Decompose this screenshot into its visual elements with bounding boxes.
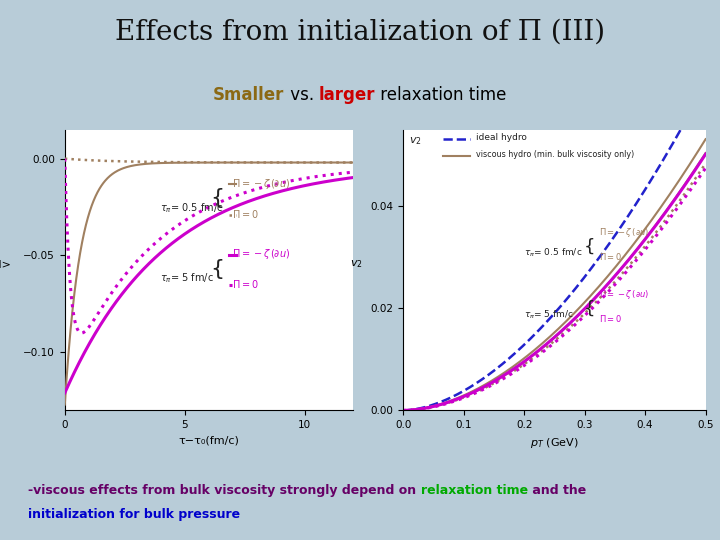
Y-axis label: $v_2$: $v_2$: [350, 258, 363, 270]
Text: $\Pi = -\zeta\,(\partial u)$: $\Pi = -\zeta\,(\partial u)$: [599, 226, 649, 239]
Text: viscous hydro (min. bulk viscosity only): viscous hydro (min. bulk viscosity only): [476, 150, 634, 159]
Text: $v_2$: $v_2$: [409, 135, 422, 147]
Text: larger: larger: [319, 85, 375, 104]
Text: $\tau_\pi$= 5 fm/c: $\tau_\pi$= 5 fm/c: [524, 309, 574, 321]
Text: and the: and the: [528, 484, 586, 497]
Text: $\Pi = 0$: $\Pi = 0$: [232, 208, 258, 220]
Text: relaxation time: relaxation time: [375, 85, 507, 104]
Text: $\Pi = -\zeta\,(\partial u)$: $\Pi = -\zeta\,(\partial u)$: [599, 288, 649, 301]
X-axis label: τ−τ₀(fm/c): τ−τ₀(fm/c): [179, 436, 239, 446]
Text: $\tau_\pi$= 0.5 fm/c: $\tau_\pi$= 0.5 fm/c: [524, 247, 582, 259]
Y-axis label: <Π>: <Π>: [0, 260, 12, 270]
Text: $\{$: $\{$: [583, 298, 595, 318]
Text: Effects from initialization of Π (III): Effects from initialization of Π (III): [115, 19, 605, 46]
Text: vs.: vs.: [284, 85, 319, 104]
Text: $\{$: $\{$: [210, 186, 223, 211]
Text: $\Pi = -\zeta\,(\partial u)$: $\Pi = -\zeta\,(\partial u)$: [232, 177, 290, 191]
Text: $\tau_\pi$= 5 fm/c: $\tau_\pi$= 5 fm/c: [160, 271, 214, 285]
Text: ideal hydro: ideal hydro: [476, 133, 526, 142]
Text: $\Pi = 0$: $\Pi = 0$: [232, 278, 258, 291]
Text: initialization for bulk pressure: initialization for bulk pressure: [28, 508, 240, 521]
Text: Smaller: Smaller: [213, 85, 284, 104]
Text: $\Pi = 0$: $\Pi = 0$: [599, 251, 622, 262]
X-axis label: $p_T$ (GeV): $p_T$ (GeV): [530, 436, 579, 450]
Text: $\{$: $\{$: [583, 237, 595, 256]
Text: $\tau_\pi$= 0.5 fm/c: $\tau_\pi$= 0.5 fm/c: [160, 201, 223, 215]
Text: $\{$: $\{$: [210, 256, 223, 281]
Text: -viscous effects from bulk viscosity strongly depend on: -viscous effects from bulk viscosity str…: [28, 484, 420, 497]
Text: $\Pi = 0$: $\Pi = 0$: [599, 313, 622, 324]
Text: $\Pi = -\zeta\,(\partial u)$: $\Pi = -\zeta\,(\partial u)$: [232, 247, 290, 261]
Text: relaxation time: relaxation time: [420, 484, 528, 497]
